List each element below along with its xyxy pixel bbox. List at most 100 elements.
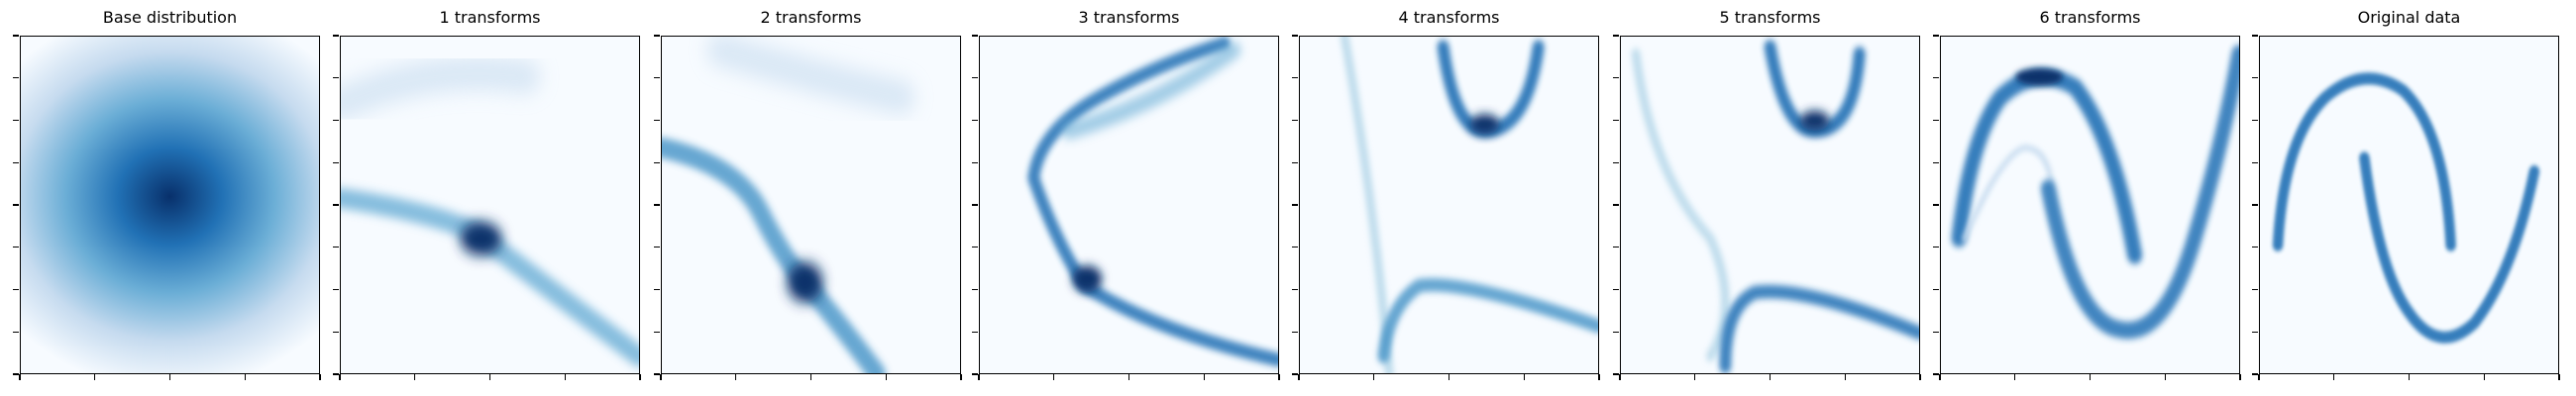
x-tick xyxy=(1769,374,1771,380)
y-tick xyxy=(13,288,19,291)
y-tick xyxy=(2252,373,2258,375)
y-tick xyxy=(1292,77,1298,79)
y-tick xyxy=(972,119,978,122)
y-tick xyxy=(333,77,339,79)
y-tick xyxy=(333,204,339,206)
density-band xyxy=(706,37,915,115)
y-tick xyxy=(654,77,660,79)
heatmap xyxy=(21,37,319,373)
y-tick xyxy=(13,77,19,79)
heatmap-axes xyxy=(1299,36,1599,374)
y-tick xyxy=(333,35,339,37)
y-tick xyxy=(972,288,978,291)
y-tick xyxy=(1613,161,1619,163)
y-tick xyxy=(654,161,660,163)
y-tick xyxy=(2252,331,2258,333)
subplot-title: 5 transforms xyxy=(1719,8,1821,27)
x-tick xyxy=(2408,374,2411,380)
x-tick xyxy=(978,374,980,380)
y-tick xyxy=(1613,35,1619,37)
x-tick xyxy=(2558,374,2560,380)
y-tick xyxy=(972,204,978,206)
subplot-4: 3 transforms xyxy=(972,8,1280,380)
x-tick xyxy=(2089,374,2092,380)
y-tick xyxy=(1613,204,1619,206)
x-tick xyxy=(2014,374,2016,380)
heatmap-axes xyxy=(2259,36,2559,374)
subplot-7: 6 transforms xyxy=(1933,8,2241,380)
density-band xyxy=(341,188,639,367)
y-tick xyxy=(13,373,19,375)
y-tick xyxy=(13,161,19,163)
y-tick xyxy=(2252,35,2258,37)
density-band xyxy=(1026,37,1278,367)
y-tick xyxy=(13,204,19,206)
x-tick xyxy=(1844,374,1846,380)
y-tick xyxy=(972,35,978,37)
heatmap xyxy=(1026,37,1278,367)
y-tick xyxy=(2252,247,2258,248)
density-band xyxy=(2040,45,2239,340)
x-tick xyxy=(639,374,641,380)
x-tick xyxy=(1919,374,1921,380)
density-band xyxy=(1631,48,1730,362)
y-tick xyxy=(1292,331,1298,333)
y-tick xyxy=(1613,77,1619,79)
heatmap-axes xyxy=(20,36,320,374)
x-tick xyxy=(2258,374,2260,380)
y-tick xyxy=(1292,247,1298,248)
y-tick xyxy=(333,161,339,163)
y-tick xyxy=(1292,373,1298,375)
subplot-title: 4 transforms xyxy=(1398,8,1500,27)
heatmap-axes xyxy=(1620,36,1920,374)
y-tick xyxy=(972,161,978,163)
x-tick xyxy=(1619,374,1621,380)
x-tick xyxy=(488,374,491,380)
density-peak xyxy=(1072,265,1103,293)
y-tick xyxy=(1613,373,1619,375)
y-tick xyxy=(333,288,339,291)
y-tick xyxy=(654,247,660,248)
x-tick xyxy=(244,374,246,380)
x-tick xyxy=(1127,374,1130,380)
heatmap xyxy=(2272,72,2540,344)
x-tick xyxy=(1298,374,1300,380)
heatmap-axes xyxy=(340,36,640,374)
y-tick xyxy=(1613,119,1619,122)
y-tick xyxy=(1933,373,1939,375)
density-blob xyxy=(21,37,319,373)
y-tick xyxy=(1292,288,1298,291)
y-tick xyxy=(2252,119,2258,122)
subplot-title: 6 transforms xyxy=(2039,8,2141,27)
y-tick xyxy=(1933,247,1939,248)
y-tick xyxy=(1933,204,1939,206)
y-tick xyxy=(972,373,978,375)
x-tick xyxy=(1203,374,1205,380)
x-tick xyxy=(2164,374,2166,380)
density-band xyxy=(1719,284,1919,373)
density-peak xyxy=(787,261,823,303)
x-tick xyxy=(19,374,21,380)
heatmap-axes xyxy=(979,36,1279,374)
subplot-title: 1 transforms xyxy=(439,8,541,27)
density-peak xyxy=(1799,110,1830,132)
x-tick xyxy=(1694,374,1696,380)
x-tick xyxy=(809,374,812,380)
x-tick xyxy=(2333,374,2335,380)
y-tick xyxy=(333,373,339,375)
subplot-6: 5 transforms xyxy=(1613,8,1921,380)
y-tick xyxy=(13,247,19,248)
x-tick xyxy=(1053,374,1055,380)
x-tick xyxy=(1598,374,1600,380)
density-band xyxy=(341,56,541,121)
x-tick xyxy=(2239,374,2241,380)
subplot-title: Original data xyxy=(2357,8,2461,27)
y-tick xyxy=(1292,35,1298,37)
subplot-2: 1 transforms xyxy=(333,8,641,380)
heatmap xyxy=(1340,37,1598,373)
y-tick xyxy=(13,35,19,37)
heatmap-axes xyxy=(1940,36,2240,374)
y-tick xyxy=(333,119,339,122)
heatmap xyxy=(1951,45,2239,340)
subplot-8: Original data xyxy=(2252,8,2560,380)
